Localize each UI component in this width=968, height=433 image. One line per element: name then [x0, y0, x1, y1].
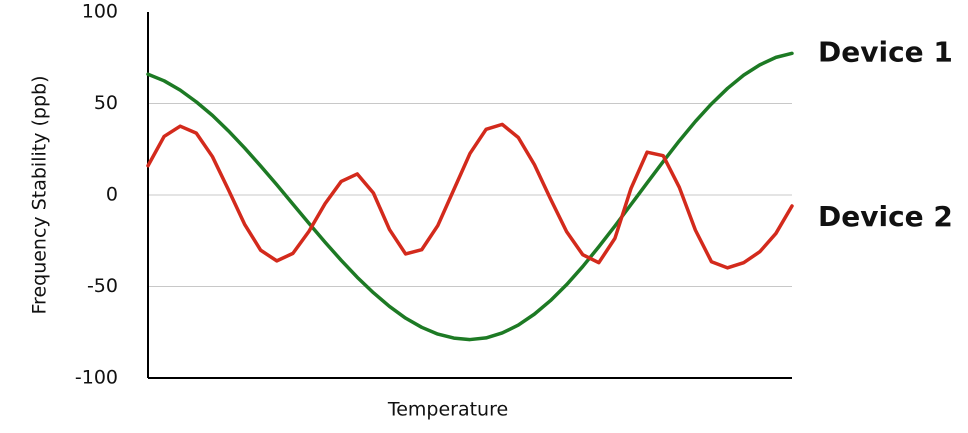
x-axis-label: Temperature: [387, 399, 508, 421]
y-tick-label: 100: [82, 1, 118, 23]
y-tick-label: 0: [106, 184, 118, 206]
line-series: [146, 122, 794, 270]
y-tick-label: 50: [94, 92, 118, 114]
legend-label: Device 1: [818, 35, 953, 68]
line-series: [146, 51, 794, 342]
y-tick-label: -50: [87, 275, 118, 297]
legend-label: Device 2: [818, 200, 953, 233]
y-axis-label: Frequency Stability (ppb): [29, 76, 51, 315]
y-tick-label: -100: [75, 367, 118, 389]
